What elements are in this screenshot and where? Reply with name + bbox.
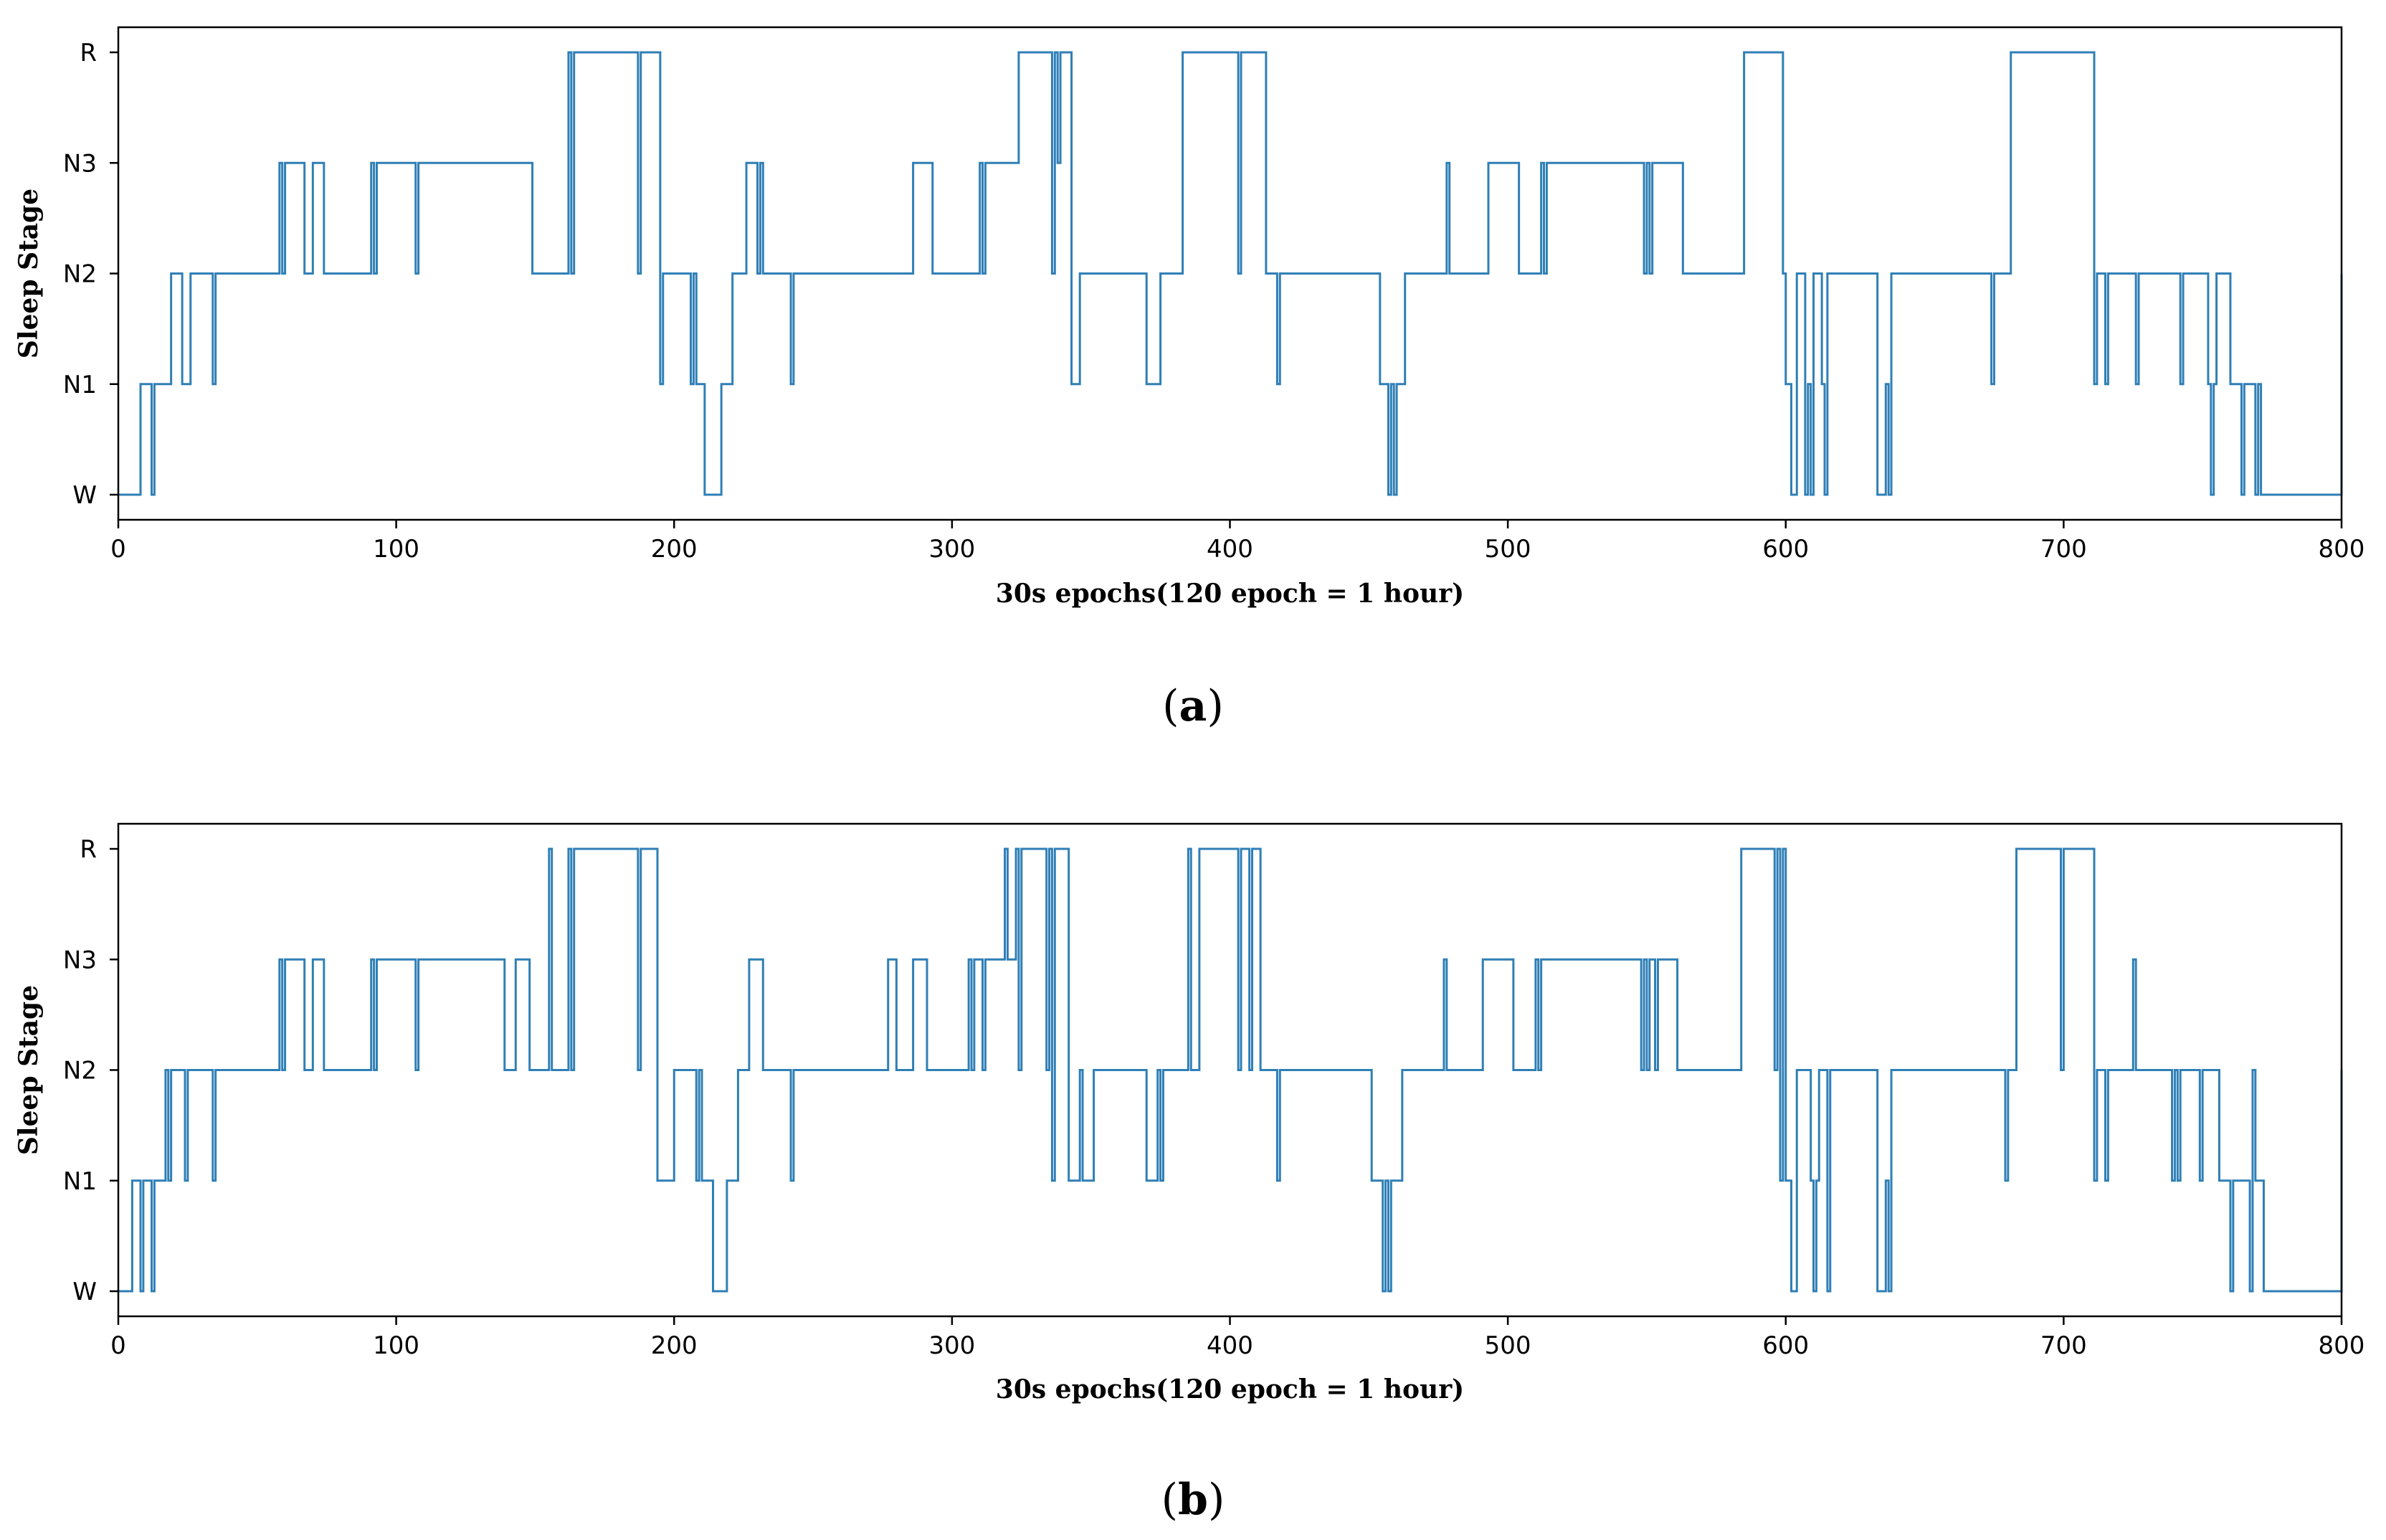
x-tick-label: 400 [1207,535,1253,564]
x-tick-label: 600 [1762,535,1809,564]
panel-b: 0 100 200 300 400 500 600 700 800 W N1 N2 N3 R 30s epo… [14,822,2365,1525]
x-tick-label: 0 [110,1331,126,1360]
y-tick-label: W [72,1278,97,1306]
y-tick-label: W [72,481,97,510]
y-tick-label: R [80,39,97,67]
x-tick-label: 800 [2319,1331,2365,1360]
x-tick-label: 700 [2040,535,2087,564]
y-axis-label: Sleep Stage [14,985,44,1155]
x-tick-label: 600 [1762,1331,1809,1360]
series-line [118,51,2343,496]
x-tick-label: 100 [373,1331,419,1360]
x-tick-label: 500 [1485,1331,1531,1360]
y-tick-label: N1 [63,371,97,399]
y-tick-label: N1 [63,1167,97,1196]
panel-letter: a [1179,681,1207,731]
x-tick-label: 500 [1485,535,1531,564]
panel-letter: b [1178,1475,1208,1525]
x-tick-label: 400 [1207,1331,1253,1360]
x-tick-label: 300 [928,535,975,564]
x-axis-label: 30s epochs(120 epoch = 1 hour) [996,1374,1464,1404]
y-tick-label: N3 [63,946,97,974]
y-tick-label: N2 [63,1057,97,1085]
x-tick-label: 200 [651,1331,698,1360]
x-tick-label: 700 [2040,1331,2087,1360]
x-tick-label: 300 [928,1331,975,1360]
series-line [118,847,2343,1293]
y-tick-label: N2 [63,260,97,289]
x-tick-label: 0 [110,535,126,564]
y-tick-label: N3 [63,149,97,178]
x-tick-label: 800 [2319,535,2365,564]
y-tick-label: R [80,835,97,864]
x-axis-label: 30s epochs(120 epoch = 1 hour) [996,579,1464,609]
y-axis-label: Sleep Stage [14,189,44,358]
panel-label: (b) [1161,1475,1225,1525]
x-tick-label: 100 [373,535,419,564]
panel-label: (a) [1162,681,1224,731]
panel-a: 0 100 200 300 400 500 600 700 800 W N1 N2 N3 R 30s epo… [14,26,2365,731]
x-tick-label: 200 [651,535,698,564]
